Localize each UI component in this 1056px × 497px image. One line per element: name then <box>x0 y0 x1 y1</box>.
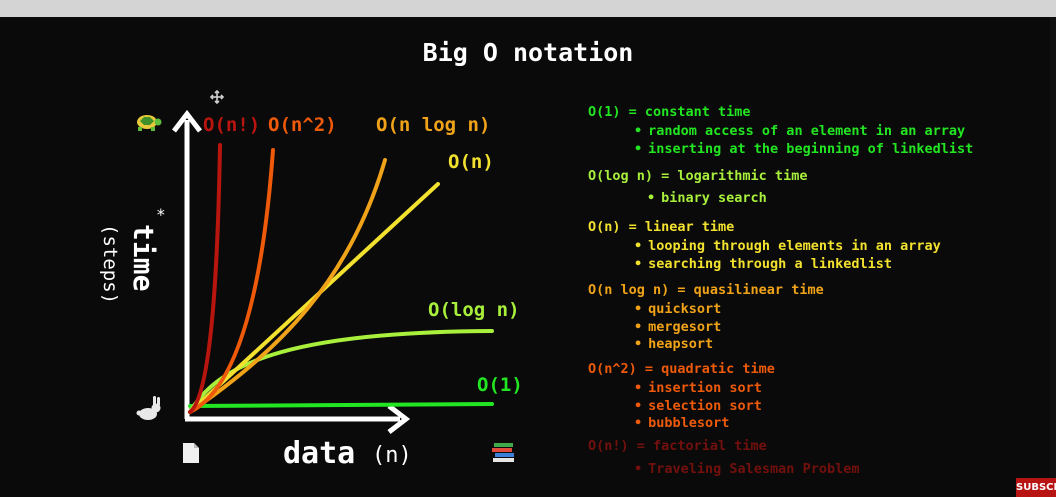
note-item: looping through elements in an array <box>634 238 941 254</box>
note-header: O(n log n) = quasilinear time <box>588 282 824 298</box>
note-item: insertion sort <box>634 380 762 396</box>
series-label-o1: O(1) <box>477 374 523 396</box>
note-item: Traveling Salesman Problem <box>634 461 859 477</box>
note-header: O(1) = constant time <box>588 104 751 120</box>
slide-title: Big O notation <box>422 38 634 67</box>
move-cursor-icon <box>209 89 225 105</box>
note-item: bubblesort <box>634 415 729 431</box>
note-item: random access of an element in an array <box>634 123 965 139</box>
x-axis-arrowhead <box>387 404 411 434</box>
y-axis-arrowhead <box>172 109 202 133</box>
y-axis-label: time <box>127 224 160 291</box>
series-label-on2: O(n^2) <box>268 114 337 136</box>
note-header: O(log n) = logarithmic time <box>588 168 808 184</box>
document-icon <box>183 443 199 463</box>
rabbit-icon <box>136 396 161 420</box>
series-line-o1 <box>188 402 494 408</box>
series-label-on: O(n) <box>448 151 494 173</box>
note-item: heapsort <box>634 336 713 352</box>
y-axis-label-sub: (steps) <box>99 224 121 304</box>
note-item: searching through a linkedlist <box>634 256 892 272</box>
browser-top-bar <box>0 0 1056 17</box>
note-header: O(n) = linear time <box>588 219 735 235</box>
x-axis-label: data <box>283 436 355 471</box>
y-axis-label-mark: * <box>156 205 166 224</box>
note-header: O(n^2) = quadratic time <box>588 361 775 377</box>
note-item: quicksort <box>634 301 721 317</box>
series-line-onlogn <box>188 158 387 414</box>
subscribe-button[interactable]: SUBSCRIBE <box>1016 478 1056 497</box>
series-label-onlogn: O(n log n) <box>376 114 490 136</box>
note-header: O(n!) = factorial time <box>588 438 767 454</box>
series-label-ologn: O(log n) <box>428 299 520 321</box>
series-line-onfact <box>188 143 222 414</box>
note-item: selection sort <box>634 398 762 414</box>
series-line-ologn <box>188 329 494 414</box>
turtle-icon <box>137 115 162 131</box>
series-label-onfact: O(n!) <box>203 114 260 136</box>
x-axis-label-suffix: (n) <box>372 443 412 468</box>
books-icon <box>492 443 514 462</box>
note-item: mergesort <box>634 319 721 335</box>
series-line-on2 <box>188 148 275 414</box>
big-o-chart: O(n!) O(n^2) O(n log n) O(n) O(log n) O(… <box>99 89 523 471</box>
note-item: binary search <box>647 190 767 206</box>
right-edge <box>1050 17 1056 478</box>
note-item: inserting at the beginning of linkedlist <box>634 141 973 157</box>
